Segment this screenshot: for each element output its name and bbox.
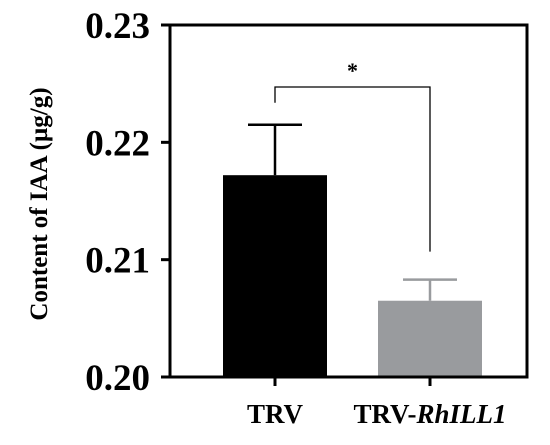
y-tick-label: 0.20 — [85, 358, 150, 399]
category-label-trv-rhill1: TRV-RhILL1 — [353, 399, 506, 429]
bar-trv-rhill1 — [378, 300, 482, 377]
y-tick-label: 0.22 — [85, 123, 150, 164]
category-label-trv: TRV — [247, 399, 304, 429]
plot-frame — [168, 23, 529, 379]
significance-bracket-line — [274, 86, 431, 252]
y-axis-title: Content of IAA (µg/g) — [26, 87, 53, 320]
y-tick-label: 0.21 — [85, 241, 150, 282]
y-axis-title-group: Content of IAA (µg/g) — [26, 87, 53, 320]
significance-label: * — [347, 58, 358, 83]
y-tick-label: 0.23 — [85, 6, 150, 47]
error-bars — [248, 123, 457, 301]
bar-trv — [223, 175, 327, 377]
category-label-base: TRV- — [353, 399, 416, 429]
x-category-labels: TRV TRV-RhILL1 — [247, 399, 507, 429]
category-label-base: TRV — [247, 399, 304, 429]
category-label-italic: RhILL1 — [416, 399, 507, 429]
significance-bracket: * — [274, 58, 431, 252]
bars — [223, 175, 482, 377]
y-tick-labels: 0.20 0.21 0.22 0.23 — [85, 6, 150, 399]
